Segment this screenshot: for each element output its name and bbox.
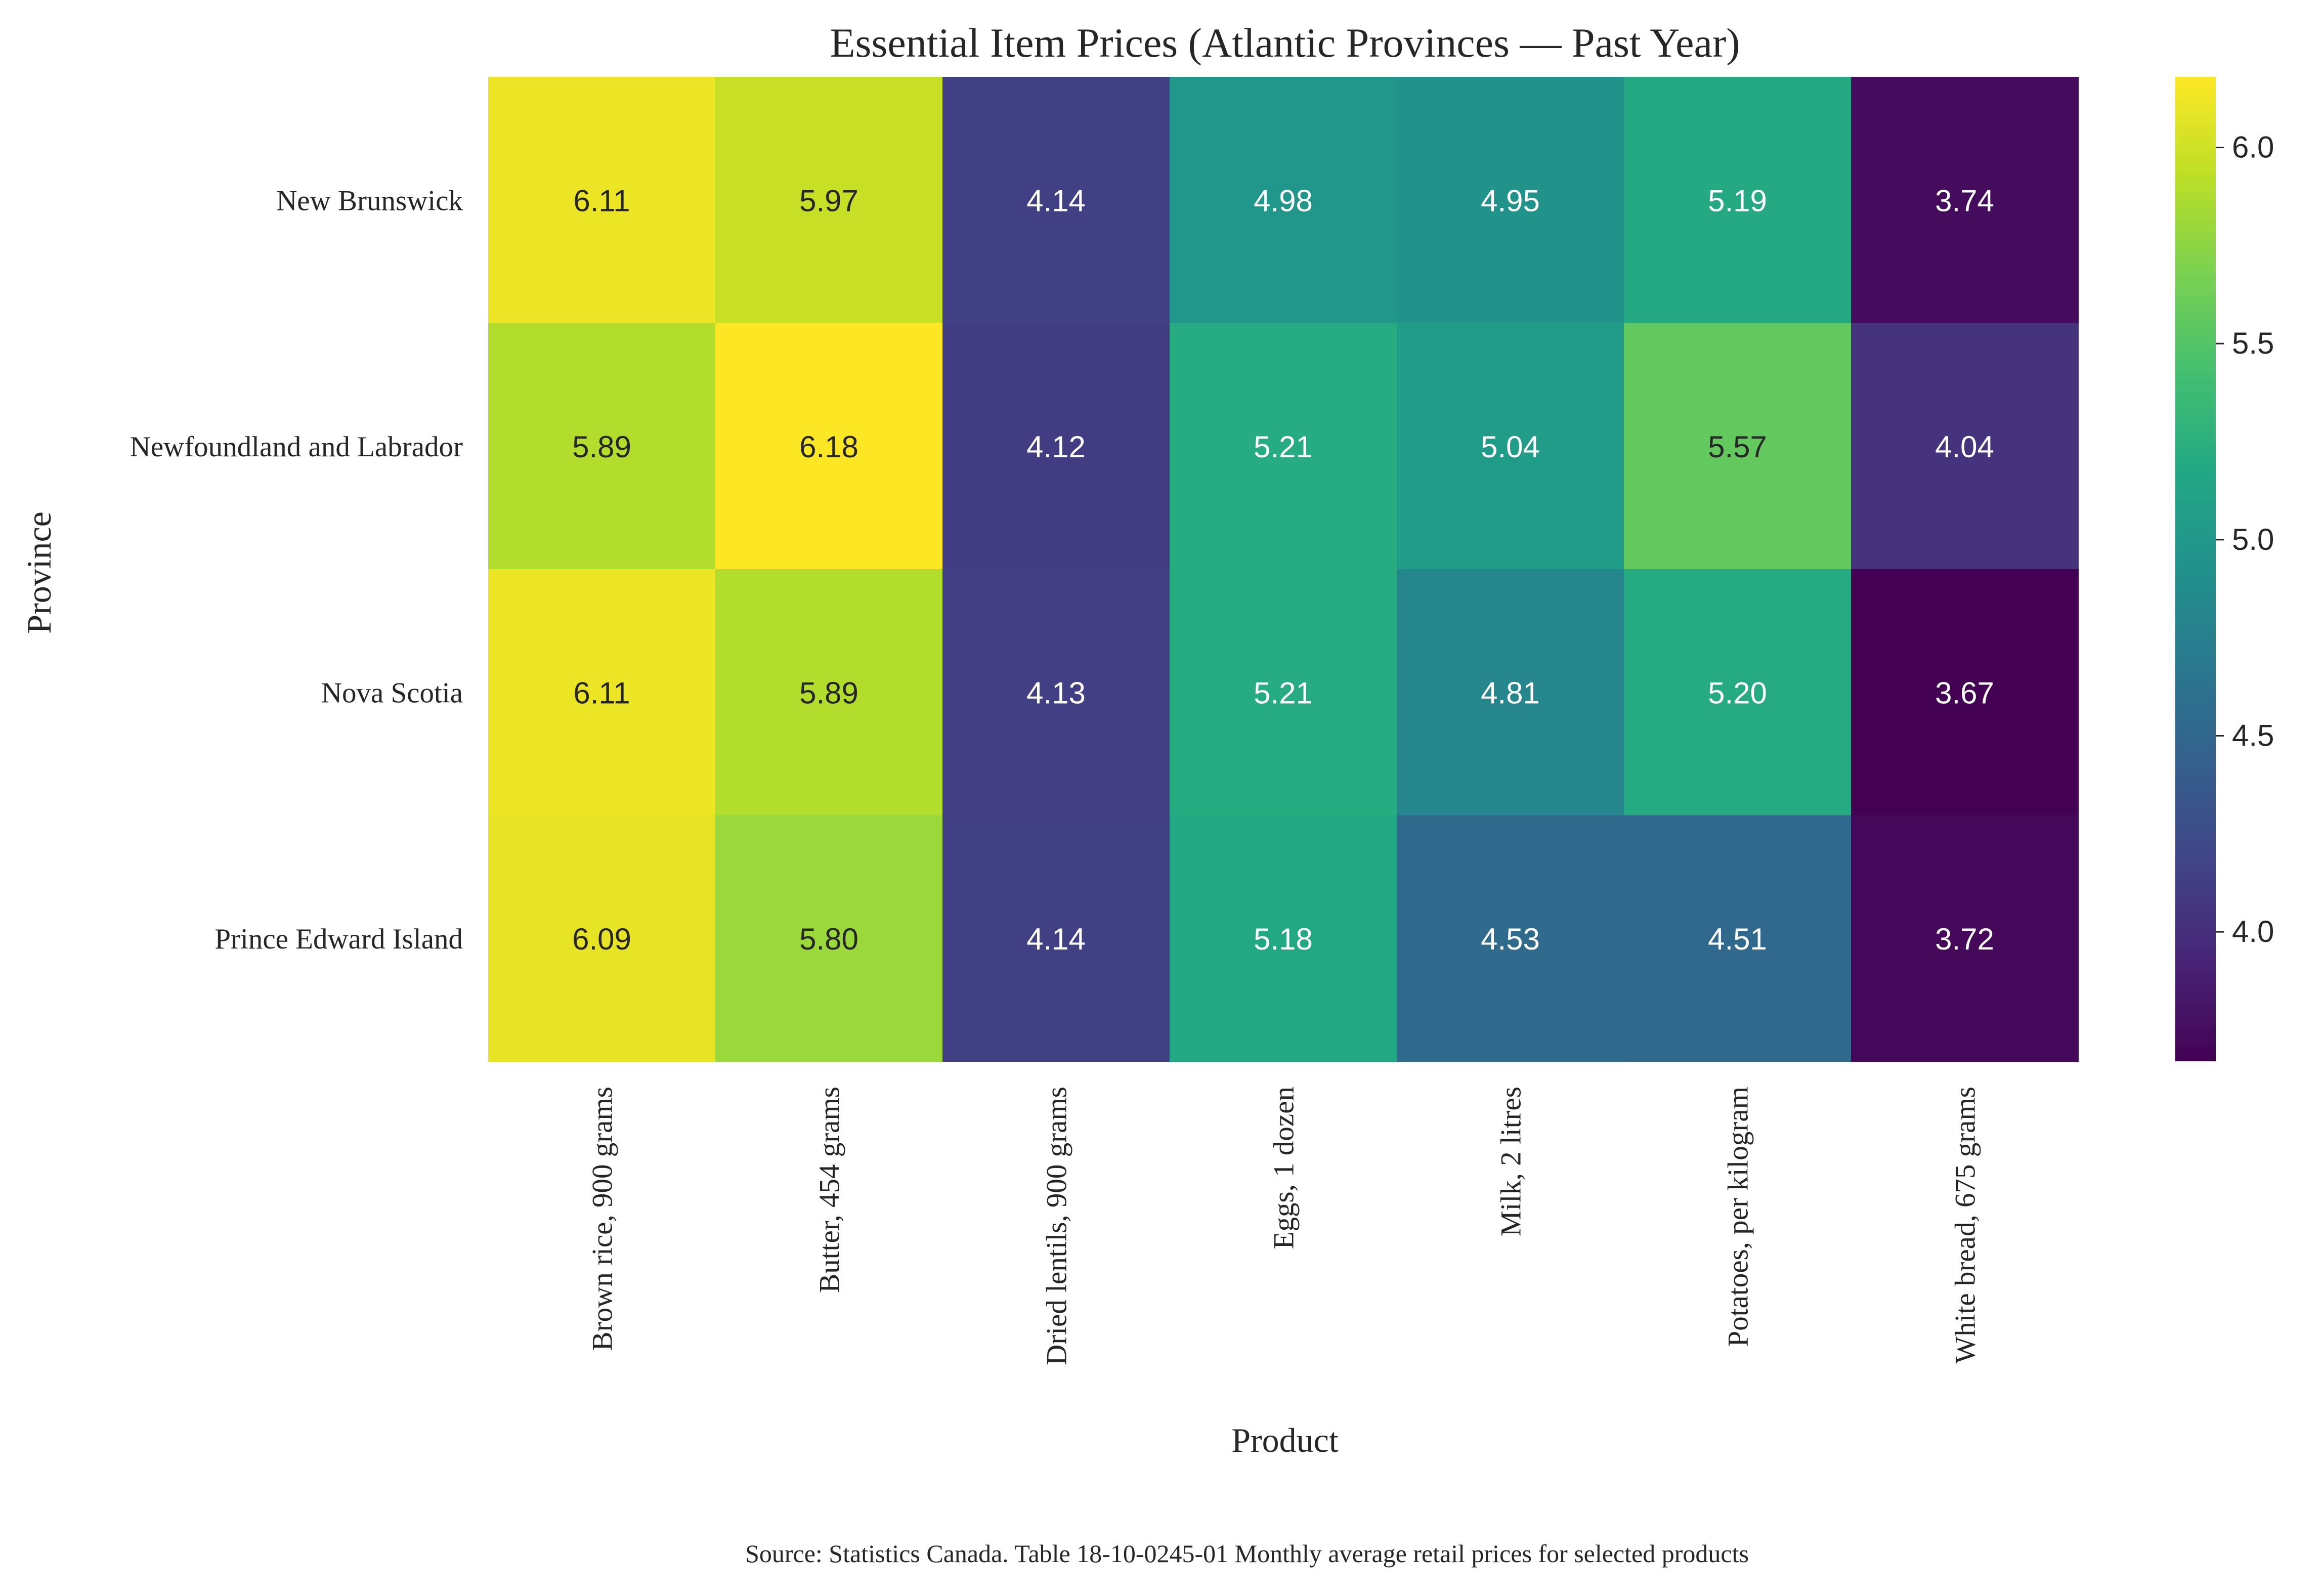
heatmap-cell-labels: 6.11 5.97 4.14 4.98 4.95 5.19 3.74 5.89 6.18 4.12… bbox=[572, 184, 1994, 956]
heatmap-cell bbox=[488, 569, 716, 816]
cell-value-label: 3.67 bbox=[1935, 676, 1994, 710]
y-tick-label: Prince Edward Island bbox=[214, 923, 463, 955]
cell-value-label: 4.12 bbox=[1026, 430, 1086, 464]
cell-value-label: 6.11 bbox=[573, 184, 630, 218]
cell-value-label: 4.51 bbox=[1708, 922, 1767, 956]
heatmap-cell bbox=[942, 323, 1170, 570]
cell-value-label: 4.14 bbox=[1026, 922, 1086, 956]
y-tick-label: Newfoundland and Labrador bbox=[130, 431, 463, 463]
x-tick-label: Brown rice, 900 grams bbox=[587, 1087, 619, 1351]
colorbar-gradient bbox=[2175, 77, 2216, 1061]
heatmap-cell bbox=[1851, 77, 2079, 324]
heatmap-cell bbox=[715, 323, 943, 570]
cell-value-label: 4.53 bbox=[1481, 922, 1540, 956]
colorbar-tick-label: 5.0 bbox=[2232, 523, 2274, 556]
heatmap-cell bbox=[1624, 323, 1852, 570]
colorbar-tick-label: 5.5 bbox=[2232, 326, 2274, 360]
heatmap-cell bbox=[715, 815, 943, 1062]
heatmap-cell bbox=[1170, 815, 1397, 1062]
heatmap-cell bbox=[715, 569, 943, 816]
chart-title: Essential Item Prices (Atlantic Province… bbox=[830, 20, 1740, 66]
heatmap-cell bbox=[1397, 569, 1624, 816]
x-tick-labels: Brown rice, 900 grams Butter, 454 grams Dr… bbox=[587, 1087, 1982, 1365]
heatmap-cell bbox=[1624, 77, 1852, 324]
colorbar-ticks: 4.0 4.5 5.0 5.5 6.0 bbox=[2216, 131, 2274, 948]
cell-value-label: 3.74 bbox=[1935, 184, 1994, 218]
cell-value-label: 3.72 bbox=[1935, 922, 1994, 956]
y-axis-label: Province bbox=[20, 511, 58, 634]
heatmap-cell bbox=[1624, 815, 1852, 1062]
heatmap-cell bbox=[715, 77, 943, 324]
heatmap-cell bbox=[942, 569, 1170, 816]
cell-value-label: 4.81 bbox=[1481, 676, 1540, 710]
x-tick-label: Dried lentils, 900 grams bbox=[1041, 1087, 1073, 1365]
cell-value-label: 5.20 bbox=[1708, 676, 1767, 710]
heatmap-cell bbox=[1624, 569, 1852, 816]
cell-value-label: 5.80 bbox=[799, 922, 858, 956]
x-tick-label: Milk, 2 litres bbox=[1495, 1087, 1527, 1236]
cell-value-label: 5.21 bbox=[1254, 676, 1313, 710]
cell-value-label: 5.21 bbox=[1254, 430, 1313, 464]
cell-value-label: 6.11 bbox=[573, 676, 630, 710]
cell-value-label: 5.18 bbox=[1254, 922, 1313, 956]
colorbar-tick-label: 4.0 bbox=[2232, 915, 2274, 948]
heatmap-cell bbox=[488, 323, 716, 570]
cell-value-label: 5.19 bbox=[1708, 184, 1767, 218]
cell-value-label: 5.04 bbox=[1481, 430, 1540, 464]
cell-value-label: 4.98 bbox=[1254, 184, 1313, 218]
source-caption: Source: Statistics Canada. Table 18-10-0… bbox=[745, 1539, 1749, 1568]
x-tick-label: White bread, 675 grams bbox=[1950, 1087, 1982, 1364]
y-tick-labels: New Brunswick Newfoundland and Labrador No… bbox=[130, 185, 463, 955]
heatmap-cell bbox=[1170, 323, 1397, 570]
heatmap-cell bbox=[1397, 323, 1624, 570]
y-tick-label: Nova Scotia bbox=[321, 677, 463, 709]
heatmap-cell bbox=[942, 815, 1170, 1062]
heatmap-cells bbox=[488, 77, 2079, 1062]
heatmap-cell bbox=[488, 77, 716, 324]
cell-value-label: 6.18 bbox=[799, 430, 858, 464]
heatmap-cell bbox=[1170, 569, 1397, 816]
heatmap-cell bbox=[1851, 569, 2079, 816]
x-tick-label: Butter, 454 grams bbox=[814, 1087, 846, 1293]
heatmap-cell bbox=[1851, 815, 2079, 1062]
cell-value-label: 5.89 bbox=[572, 430, 631, 464]
heatmap-cell bbox=[942, 77, 1170, 324]
heatmap-cell bbox=[1397, 815, 1624, 1062]
cell-value-label: 5.97 bbox=[799, 184, 858, 218]
cell-value-label: 4.95 bbox=[1481, 184, 1540, 218]
heatmap-cell bbox=[1851, 323, 2079, 570]
heatmap-cell bbox=[1397, 77, 1624, 324]
cell-value-label: 6.09 bbox=[572, 922, 631, 956]
cell-value-label: 4.14 bbox=[1026, 184, 1086, 218]
cell-value-label: 5.57 bbox=[1708, 430, 1767, 464]
y-tick-label: New Brunswick bbox=[276, 185, 463, 217]
colorbar: 4.0 4.5 5.0 5.5 6.0 bbox=[2175, 77, 2274, 1061]
colorbar-tick-label: 4.5 bbox=[2232, 719, 2274, 753]
x-tick-label: Eggs, 1 dozen bbox=[1268, 1087, 1300, 1249]
colorbar-tick-label: 6.0 bbox=[2232, 131, 2274, 164]
heatmap-cell bbox=[1170, 77, 1397, 324]
cell-value-label: 4.13 bbox=[1026, 676, 1086, 710]
x-axis-label: Product bbox=[1231, 1421, 1339, 1459]
heatmap-cell bbox=[488, 815, 716, 1062]
x-tick-label: Potatoes, per kilogram bbox=[1723, 1087, 1754, 1347]
cell-value-label: 4.04 bbox=[1935, 430, 1994, 464]
cell-value-label: 5.89 bbox=[799, 676, 858, 710]
